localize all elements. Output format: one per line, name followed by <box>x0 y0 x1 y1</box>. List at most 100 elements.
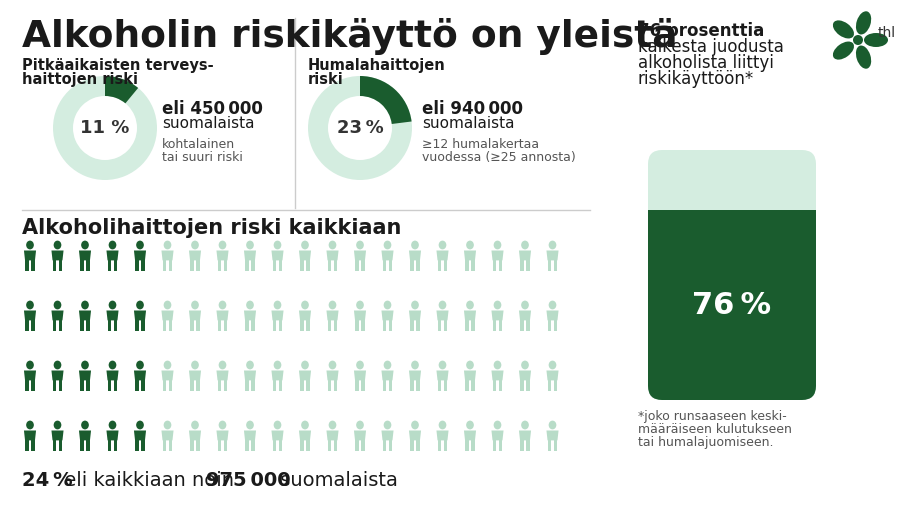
Polygon shape <box>134 251 146 261</box>
Polygon shape <box>217 321 221 332</box>
Polygon shape <box>113 321 118 332</box>
Polygon shape <box>79 430 91 440</box>
Ellipse shape <box>191 361 199 369</box>
Text: eli 940 000: eli 940 000 <box>422 100 522 118</box>
Ellipse shape <box>494 361 501 369</box>
Ellipse shape <box>438 421 446 429</box>
Ellipse shape <box>438 361 446 369</box>
Polygon shape <box>299 430 311 440</box>
Ellipse shape <box>108 240 116 249</box>
Polygon shape <box>59 321 62 332</box>
Ellipse shape <box>164 421 171 429</box>
Polygon shape <box>436 251 448 261</box>
Text: tai suuri riski: tai suuri riski <box>162 151 243 164</box>
Polygon shape <box>108 261 111 271</box>
Polygon shape <box>278 440 282 451</box>
Polygon shape <box>471 321 474 332</box>
Polygon shape <box>244 251 255 261</box>
Polygon shape <box>161 430 174 440</box>
Polygon shape <box>168 440 172 451</box>
Polygon shape <box>463 310 475 321</box>
Polygon shape <box>492 321 496 332</box>
Polygon shape <box>436 430 448 440</box>
Polygon shape <box>415 261 419 271</box>
Polygon shape <box>491 251 503 261</box>
Polygon shape <box>382 380 386 392</box>
Polygon shape <box>190 380 194 392</box>
Polygon shape <box>217 380 221 392</box>
Polygon shape <box>188 370 201 380</box>
Polygon shape <box>113 440 118 451</box>
Text: 11 %: 11 % <box>80 119 130 137</box>
Polygon shape <box>437 321 441 332</box>
Polygon shape <box>410 321 414 332</box>
Polygon shape <box>492 261 496 271</box>
Ellipse shape <box>136 361 143 369</box>
Polygon shape <box>24 370 36 380</box>
Polygon shape <box>216 310 228 321</box>
Polygon shape <box>196 321 199 332</box>
Text: Alkoholihaittojen riski kaikkiaan: Alkoholihaittojen riski kaikkiaan <box>22 218 401 238</box>
Ellipse shape <box>494 300 501 309</box>
Polygon shape <box>518 310 530 321</box>
Ellipse shape <box>53 300 62 309</box>
Ellipse shape <box>246 240 254 249</box>
Text: suomalaista: suomalaista <box>422 116 514 131</box>
Polygon shape <box>464 261 469 271</box>
Polygon shape <box>388 440 392 451</box>
Polygon shape <box>443 321 447 332</box>
Polygon shape <box>546 370 558 380</box>
Ellipse shape <box>328 421 336 429</box>
Text: riski: riski <box>308 72 344 87</box>
Polygon shape <box>244 370 255 380</box>
Ellipse shape <box>356 361 363 369</box>
Polygon shape <box>361 261 365 271</box>
Ellipse shape <box>136 240 143 249</box>
Polygon shape <box>272 440 276 451</box>
Ellipse shape <box>26 240 34 249</box>
Polygon shape <box>464 380 469 392</box>
Polygon shape <box>24 430 36 440</box>
Ellipse shape <box>301 361 309 369</box>
Ellipse shape <box>53 421 62 429</box>
Polygon shape <box>278 321 282 332</box>
Ellipse shape <box>273 240 281 249</box>
Polygon shape <box>443 261 447 271</box>
Polygon shape <box>410 440 414 451</box>
Polygon shape <box>188 430 201 440</box>
Polygon shape <box>334 440 337 451</box>
Polygon shape <box>388 380 392 392</box>
Text: Alkoholin riskikäyttö on yleistä: Alkoholin riskikäyttö on yleistä <box>22 18 677 55</box>
Polygon shape <box>526 380 529 392</box>
Ellipse shape <box>53 361 62 369</box>
Polygon shape <box>52 380 56 392</box>
Polygon shape <box>141 261 145 271</box>
Polygon shape <box>491 370 503 380</box>
Polygon shape <box>299 370 311 380</box>
Polygon shape <box>272 321 276 332</box>
Polygon shape <box>553 440 557 451</box>
Ellipse shape <box>53 240 62 249</box>
Ellipse shape <box>548 240 556 249</box>
Polygon shape <box>113 261 118 271</box>
Polygon shape <box>244 380 249 392</box>
Polygon shape <box>326 251 338 261</box>
Ellipse shape <box>273 300 281 309</box>
Text: thl: thl <box>877 26 895 40</box>
Polygon shape <box>278 261 282 271</box>
Wedge shape <box>308 76 412 180</box>
Polygon shape <box>354 370 366 380</box>
Polygon shape <box>168 321 172 332</box>
Polygon shape <box>306 261 310 271</box>
Polygon shape <box>463 370 475 380</box>
Ellipse shape <box>81 361 89 369</box>
Ellipse shape <box>191 300 199 309</box>
Polygon shape <box>415 321 419 332</box>
Ellipse shape <box>246 421 254 429</box>
Polygon shape <box>546 430 558 440</box>
Polygon shape <box>519 321 523 332</box>
Polygon shape <box>108 380 111 392</box>
Polygon shape <box>244 321 249 332</box>
Ellipse shape <box>855 11 870 35</box>
Ellipse shape <box>383 240 391 249</box>
